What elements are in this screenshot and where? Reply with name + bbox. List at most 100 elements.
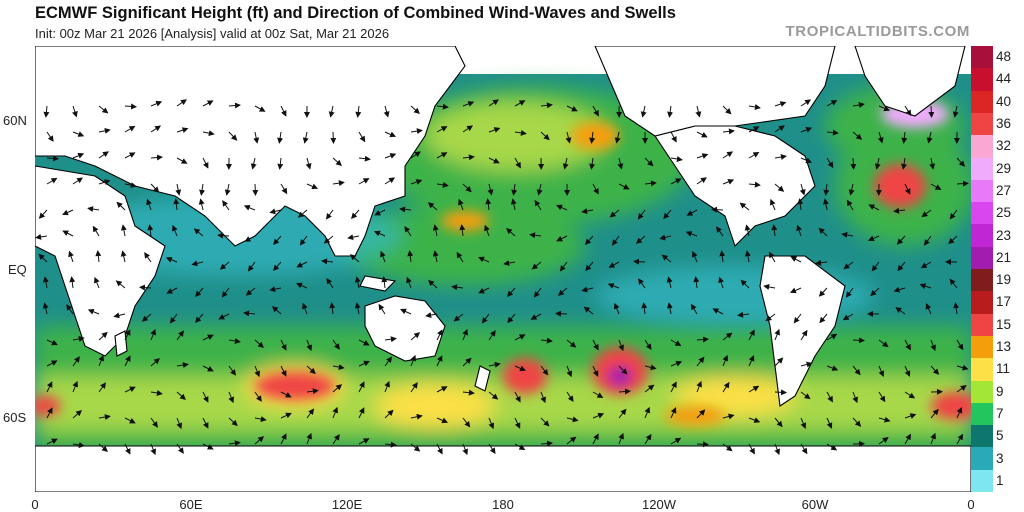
direction-arrow — [768, 251, 776, 263]
direction-arrow — [896, 235, 906, 245]
direction-arrow — [696, 409, 706, 419]
direction-arrow — [769, 198, 776, 211]
direction-arrow — [540, 391, 546, 404]
direction-arrow — [850, 157, 857, 170]
direction-arrow — [852, 102, 865, 108]
direction-arrow — [176, 127, 189, 133]
direction-arrow — [410, 413, 423, 420]
direction-arrow — [722, 151, 734, 159]
direction-arrow — [878, 391, 886, 403]
direction-arrow — [72, 442, 85, 448]
direction-arrow — [462, 125, 474, 133]
direction-arrow — [69, 276, 76, 289]
direction-arrow — [195, 287, 204, 298]
direction-arrow — [46, 177, 58, 185]
direction-arrow — [852, 365, 861, 376]
direction-arrow — [202, 417, 209, 429]
direction-arrow — [956, 385, 967, 393]
direction-arrow — [462, 154, 475, 161]
colorbar-level-label: 27 — [996, 182, 1012, 198]
direction-arrow — [901, 131, 908, 144]
direction-arrow — [330, 131, 337, 144]
direction-arrow — [407, 250, 414, 263]
direction-arrow — [874, 157, 881, 170]
direction-arrow — [585, 261, 594, 272]
direction-arrow — [868, 204, 880, 211]
direction-arrow — [35, 233, 48, 240]
direction-arrow — [722, 354, 729, 367]
direction-arrow — [557, 287, 568, 296]
direction-arrow — [46, 339, 58, 346]
direction-arrow — [897, 261, 906, 272]
direction-arrow — [644, 364, 657, 371]
colorbar-segment — [971, 112, 993, 136]
direction-arrow — [198, 198, 205, 211]
direction-arrow — [46, 155, 59, 162]
colorbar-level-label: 36 — [996, 116, 1012, 132]
direction-arrow — [540, 417, 550, 427]
direction-arrow — [46, 407, 53, 419]
direction-arrow — [326, 277, 334, 289]
colorbar-segment — [971, 269, 993, 292]
direction-arrow — [332, 364, 345, 370]
colorbar-segment — [971, 224, 993, 248]
direction-arrow — [295, 282, 308, 289]
direction-arrow — [901, 157, 907, 170]
direction-arrow — [218, 313, 230, 320]
direction-arrow — [332, 384, 343, 393]
direction-arrow — [306, 183, 319, 190]
direction-arrow — [95, 250, 102, 263]
direction-arrow — [514, 443, 526, 451]
direction-arrow — [607, 283, 620, 289]
direction-arrow — [635, 235, 646, 244]
lon-label-60e: 60E — [179, 497, 203, 512]
direction-arrow — [358, 407, 365, 419]
direction-arrow — [384, 356, 393, 367]
direction-arrow — [124, 103, 137, 110]
direction-arrow — [878, 105, 891, 112]
direction-arrow — [923, 235, 932, 246]
colorbar-segment — [971, 68, 993, 92]
direction-arrow — [351, 209, 360, 219]
direction-arrow — [410, 443, 421, 452]
direction-arrow — [696, 153, 709, 159]
direction-arrow — [173, 198, 180, 211]
direction-arrow — [38, 209, 48, 219]
direction-arrow — [930, 365, 940, 375]
direction-arrow — [581, 286, 594, 293]
direction-arrow — [877, 131, 884, 144]
direction-arrow — [306, 365, 316, 375]
direction-arrow — [484, 224, 490, 237]
direction-arrow — [774, 328, 780, 341]
direction-arrow — [228, 417, 238, 427]
direction-arrow — [42, 302, 49, 315]
direction-arrow — [169, 313, 178, 324]
direction-arrow — [488, 417, 495, 430]
direction-arrow — [224, 183, 231, 196]
direction-arrow — [852, 417, 862, 427]
direction-arrow — [478, 287, 490, 294]
direction-arrow — [384, 441, 397, 448]
direction-arrow — [878, 416, 891, 423]
direction-arrow — [640, 105, 647, 118]
direction-arrow — [436, 181, 449, 188]
direction-arrow — [150, 154, 163, 161]
colorbar-level-label: 32 — [996, 138, 1012, 154]
direction-arrow — [378, 303, 386, 315]
direction-arrow — [748, 329, 755, 341]
direction-arrow — [510, 198, 517, 211]
direction-arrow — [400, 308, 412, 315]
direction-arrow — [919, 283, 932, 289]
direction-arrow — [956, 180, 969, 187]
direction-arrow — [722, 179, 735, 185]
direction-arrow — [826, 157, 834, 169]
direction-arrow — [410, 151, 421, 159]
direction-arrow — [507, 313, 516, 324]
direction-arrow — [540, 440, 553, 447]
colorbar-level-label: 11 — [996, 361, 1011, 377]
direction-arrow — [410, 128, 423, 135]
direction-arrow — [228, 102, 241, 109]
direction-arrow — [280, 339, 287, 351]
direction-arrow — [870, 287, 880, 297]
direction-arrow — [410, 105, 420, 114]
